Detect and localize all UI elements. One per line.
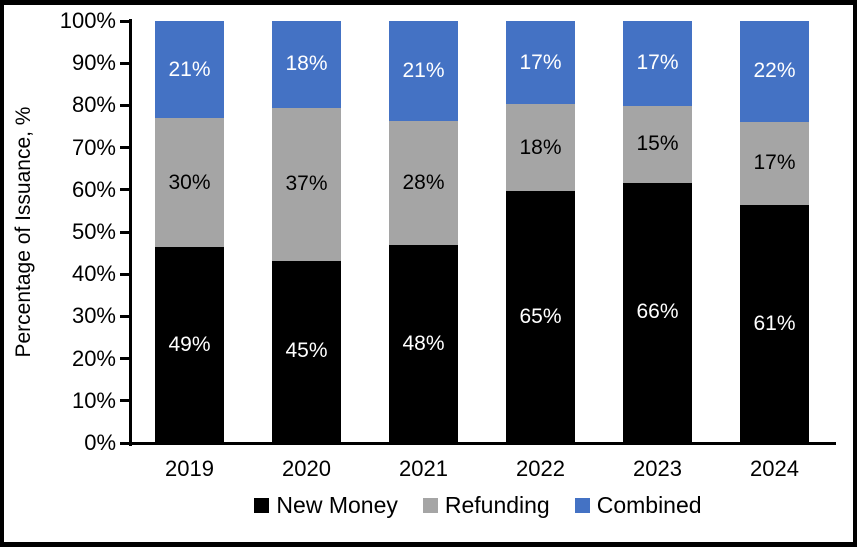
bar-segment-refunding: 30% (155, 118, 224, 247)
y-tick-label: 90% (71, 50, 116, 76)
bar-segment-new-money: 61% (740, 205, 809, 442)
legend-label: Combined (596, 492, 702, 518)
legend: New Money Refunding Combined (120, 492, 836, 519)
segment-value-label: 21% (402, 58, 445, 82)
x-tick-label-2024: 2024 (750, 456, 799, 481)
bar-segment-new-money: 48% (389, 245, 458, 442)
bar-segment-refunding: 17% (740, 121, 809, 206)
y-tick-mark (120, 188, 129, 192)
bar-segment-combined: 17% (623, 21, 692, 106)
segment-value-label: 17% (519, 50, 562, 74)
y-tick-label: 100% (59, 8, 116, 33)
legend-label: New Money (276, 492, 398, 518)
x-tick-label-2020: 2020 (282, 456, 331, 481)
bar-segment-refunding: 18% (506, 104, 575, 192)
segment-value-label: 61% (753, 311, 796, 335)
legend-item-refunding: Refunding (422, 492, 550, 519)
bar-segment-refunding: 15% (623, 105, 692, 183)
x-tick-label-2023: 2023 (633, 456, 682, 481)
segment-value-label: 15% (636, 132, 679, 156)
y-tick-label: 40% (71, 261, 116, 287)
y-axis-line (129, 19, 132, 446)
y-tick-label: 80% (71, 92, 116, 118)
y-tick-mark (120, 230, 129, 234)
legend-item-combined: Combined (574, 492, 702, 519)
segment-value-label: 37% (285, 172, 328, 196)
y-tick-mark (120, 103, 129, 107)
bar-segment-combined: 17% (506, 21, 575, 105)
segment-value-label: 17% (636, 51, 679, 75)
segment-value-label: 18% (285, 52, 328, 76)
y-tick-label: 0% (84, 430, 116, 455)
x-tick-label-2022: 2022 (516, 456, 565, 481)
bar-2019: 21% 30% 49% (155, 21, 224, 443)
bar-segment-refunding: 28% (389, 120, 458, 246)
y-tick-label: 30% (71, 303, 116, 329)
y-tick-mark (120, 272, 129, 276)
segment-value-label: 28% (402, 170, 445, 194)
bar-2021: 21% 28% 48% (389, 21, 458, 442)
y-tick-mark (120, 19, 129, 23)
y-tick-mark (120, 357, 129, 361)
bar-segment-combined: 21% (389, 21, 458, 121)
bar-segment-new-money: 49% (155, 247, 224, 443)
y-tick-label: 50% (71, 219, 116, 244)
segment-value-label: 30% (168, 170, 211, 194)
segment-value-label: 22% (753, 59, 796, 83)
y-tick-mark (120, 146, 129, 150)
y-tick-label: 10% (71, 387, 116, 413)
segment-value-label: 49% (168, 332, 211, 356)
bar-2022: 17% 18% 65% (506, 21, 575, 442)
bar-segment-refunding: 37% (272, 107, 341, 261)
y-tick-label: 70% (71, 134, 116, 160)
x-tick-label-2019: 2019 (165, 456, 214, 481)
y-tick-label: 60% (71, 176, 116, 202)
y-tick-mark (120, 61, 129, 65)
bar-2020: 18% 37% 45% (272, 21, 341, 442)
y-tick-mark (120, 399, 129, 403)
bar-segment-combined: 21% (155, 21, 224, 119)
bar-segment-combined: 18% (272, 21, 341, 108)
segment-value-label: 66% (636, 300, 679, 324)
segment-value-label: 18% (519, 135, 562, 159)
segment-value-label: 48% (402, 331, 445, 355)
legend-swatch-icon (574, 498, 590, 513)
bar-2023: 17% 15% 66% (623, 21, 692, 442)
segment-value-label: 21% (168, 57, 211, 81)
segment-value-label: 17% (753, 151, 796, 175)
y-tick-label: 20% (71, 345, 116, 371)
bar-segment-new-money: 66% (623, 182, 692, 442)
bar-2024: 22% 17% 61% (740, 21, 809, 442)
legend-swatch-icon (422, 498, 438, 513)
bar-segment-combined: 22% (740, 21, 809, 122)
x-axis-line (120, 442, 836, 445)
y-tick-mark (120, 314, 129, 318)
bar-segment-new-money: 45% (272, 260, 341, 442)
x-tick-label-2021: 2021 (399, 456, 448, 481)
segment-value-label: 65% (519, 304, 562, 328)
legend-label: Refunding (444, 492, 550, 518)
bar-segment-new-money: 65% (506, 191, 575, 442)
legend-swatch-icon (254, 498, 270, 513)
segment-value-label: 45% (285, 339, 328, 363)
legend-item-new-money: New Money (254, 492, 398, 519)
